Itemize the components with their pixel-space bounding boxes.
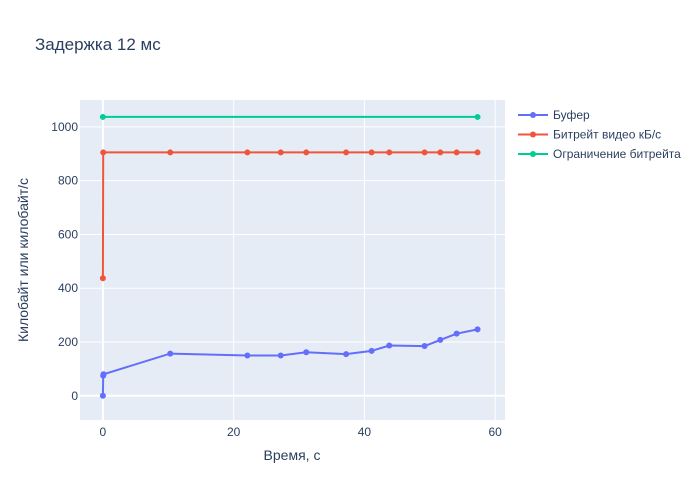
x-axis-title: Время, с (264, 447, 321, 463)
data-point (474, 326, 481, 333)
data-point (421, 149, 428, 156)
y-tick-label: 400 (58, 281, 78, 295)
legend: Буфер Битрейт видео кБ/с Ограничение битре… (518, 108, 681, 161)
data-point (99, 113, 106, 120)
data-point (99, 392, 106, 399)
data-point (244, 352, 251, 359)
y-tick-label: 1000 (51, 120, 78, 134)
data-point (343, 351, 350, 358)
x-tick-label: 20 (227, 425, 241, 439)
y-axis-ticks: 0 200 400 600 800 1000 (51, 120, 78, 403)
data-point (474, 113, 481, 120)
y-axis-title: Килобайт или килобайт/с (15, 178, 31, 342)
x-tick-label: 40 (358, 425, 372, 439)
series-1 (99, 326, 481, 399)
legend-label: Буфер (553, 108, 590, 122)
y-tick-label: 200 (58, 335, 78, 349)
data-point (368, 347, 375, 354)
x-axis-ticks: 0 20 40 60 (100, 425, 503, 439)
plot-area (80, 100, 505, 420)
data-point (474, 149, 481, 156)
data-point (343, 149, 350, 156)
x-tick-label: 0 (100, 425, 107, 439)
data-point (277, 149, 284, 156)
series-2 (99, 149, 481, 282)
y-tick-label: 0 (71, 389, 78, 403)
data-point (386, 149, 393, 156)
series-layer (99, 113, 481, 399)
data-point (368, 149, 375, 156)
y-tick-label: 600 (58, 227, 78, 241)
legend-item[interactable]: Ограничение битрейта (518, 147, 681, 161)
data-point (167, 350, 174, 357)
legend-label: Ограничение битрейта (553, 147, 681, 161)
data-point (303, 149, 310, 156)
data-point (453, 330, 460, 337)
data-point (386, 342, 393, 349)
legend-marker (530, 151, 536, 157)
chart-title: Задержка 12 мс (35, 35, 161, 54)
data-point (100, 371, 107, 378)
legend-label: Битрейт видео кБ/с (553, 128, 661, 142)
data-point (100, 149, 107, 156)
legend-item[interactable]: Битрейт видео кБ/с (518, 128, 661, 142)
series-3 (99, 113, 481, 120)
legend-marker (530, 112, 536, 118)
data-point (437, 149, 444, 156)
legend-item[interactable]: Буфер (518, 108, 590, 122)
x-tick-label: 60 (489, 425, 503, 439)
data-point (303, 349, 310, 356)
y-tick-label: 800 (58, 174, 78, 188)
data-point (167, 149, 174, 156)
data-point (277, 352, 284, 359)
data-point (421, 343, 428, 350)
legend-marker (530, 131, 536, 138)
data-point (453, 149, 460, 156)
data-point (437, 336, 444, 343)
data-point (99, 275, 106, 282)
data-point (244, 149, 251, 156)
